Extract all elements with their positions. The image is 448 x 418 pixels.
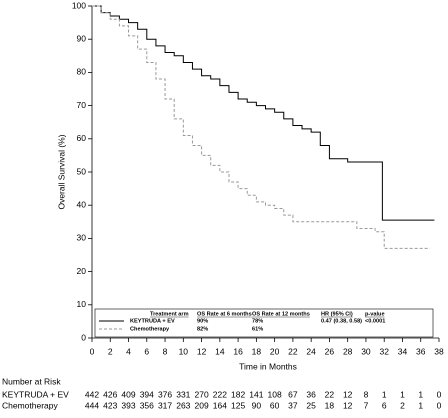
x-tick-label: 38 xyxy=(434,346,444,356)
risk-count: 182 xyxy=(231,389,245,399)
survival-curve xyxy=(92,5,435,221)
x-tick-label: 30 xyxy=(361,346,371,356)
x-tick-label: 22 xyxy=(288,346,298,356)
y-tick-label: 90 xyxy=(77,33,87,43)
x-tick-label: 26 xyxy=(325,346,335,356)
risk-count: 263 xyxy=(176,400,190,410)
legend-header: OS Rate at 6 months xyxy=(197,311,252,317)
y-tick-label: 30 xyxy=(77,233,87,243)
x-tick-label: 34 xyxy=(398,346,408,356)
risk-count: 18 xyxy=(325,400,335,410)
risk-count: 209 xyxy=(194,400,208,410)
risk-count: 67 xyxy=(288,389,298,399)
x-tick-label: 4 xyxy=(126,346,131,356)
risk-count: 37 xyxy=(288,400,298,410)
x-tick-label: 0 xyxy=(90,346,95,356)
risk-title: Number at Risk xyxy=(2,376,61,386)
risk-count: 36 xyxy=(306,389,316,399)
risk-count: 2 xyxy=(400,400,405,410)
risk-count: 1 xyxy=(418,389,423,399)
risk-count: 12 xyxy=(343,400,353,410)
survival-curve xyxy=(92,5,430,249)
x-tick-label: 6 xyxy=(144,346,149,356)
risk-count: 409 xyxy=(121,389,135,399)
y-tick-label: 70 xyxy=(77,100,87,110)
risk-count: 90 xyxy=(252,400,262,410)
legend-header: OS Rate at 12 months xyxy=(252,311,310,317)
risk-count: 60 xyxy=(270,400,280,410)
risk-count: 25 xyxy=(306,400,316,410)
legend-box xyxy=(94,308,434,338)
risk-count: 331 xyxy=(176,389,190,399)
risk-count: 8 xyxy=(364,389,369,399)
risk-count: 164 xyxy=(213,400,227,410)
risk-count: 141 xyxy=(249,389,263,399)
legend-cell: 61% xyxy=(252,326,263,332)
x-tick-label: 32 xyxy=(379,346,389,356)
x-tick-label: 8 xyxy=(163,346,168,356)
legend-label: KEYTRUDA + EV xyxy=(130,318,175,324)
legend-cell: 0.47 (0.38, 0.58) xyxy=(321,318,362,324)
risk-count: 22 xyxy=(325,389,335,399)
y-tick-label: 50 xyxy=(77,166,87,176)
risk-count: 317 xyxy=(158,400,172,410)
risk-count: 125 xyxy=(231,400,245,410)
risk-row-label: KEYTRUDA + EV xyxy=(2,389,69,399)
risk-count: 1 xyxy=(400,389,405,399)
risk-count: 12 xyxy=(343,389,353,399)
legend-header: HR (95% CI) xyxy=(321,311,353,317)
y-tick-label: 40 xyxy=(77,199,87,209)
risk-count: 0 xyxy=(437,389,442,399)
risk-count: 1 xyxy=(382,389,387,399)
risk-count: 423 xyxy=(103,400,117,410)
y-axis-label: Overall Survival (%) xyxy=(56,134,66,209)
x-tick-label: 2 xyxy=(108,346,113,356)
x-tick-label: 20 xyxy=(270,346,280,356)
y-tick-label: 80 xyxy=(77,67,87,77)
x-tick-label: 28 xyxy=(343,346,353,356)
risk-count: 108 xyxy=(268,389,282,399)
risk-row-label: Chemotherapy xyxy=(2,400,59,410)
legend-cell: 90% xyxy=(197,318,208,324)
risk-count: 1 xyxy=(418,400,423,410)
risk-count: 444 xyxy=(85,400,99,410)
x-tick-label: 12 xyxy=(197,346,207,356)
y-tick-label: 20 xyxy=(77,266,87,276)
x-tick-label: 24 xyxy=(306,346,316,356)
legend-label: Chemotherapy xyxy=(130,326,170,332)
y-tick-label: 60 xyxy=(77,133,87,143)
risk-count: 393 xyxy=(121,400,135,410)
y-tick-label: 0 xyxy=(81,332,86,342)
x-axis-label: Time in Months xyxy=(239,361,297,371)
risk-count: 394 xyxy=(140,389,154,399)
x-tick-label: 36 xyxy=(416,346,426,356)
legend-cell: 82% xyxy=(197,326,208,332)
legend-header: Treatment arm xyxy=(150,311,189,317)
x-tick-label: 18 xyxy=(252,346,262,356)
y-tick-label: 10 xyxy=(77,299,87,309)
x-tick-label: 14 xyxy=(215,346,225,356)
legend-cell: <0.0001 xyxy=(365,318,385,324)
y-tick-label: 100 xyxy=(72,0,86,10)
risk-count: 270 xyxy=(194,389,208,399)
risk-count: 0 xyxy=(437,400,442,410)
legend-header: p-value xyxy=(365,311,385,317)
risk-count: 6 xyxy=(382,400,387,410)
risk-count: 7 xyxy=(364,400,369,410)
x-tick-label: 16 xyxy=(233,346,243,356)
risk-count: 356 xyxy=(140,400,154,410)
legend-cell: 78% xyxy=(252,318,263,324)
risk-count: 376 xyxy=(158,389,172,399)
x-tick-label: 10 xyxy=(179,346,189,356)
risk-count: 222 xyxy=(213,389,227,399)
risk-count: 426 xyxy=(103,389,117,399)
risk-count: 442 xyxy=(85,389,99,399)
